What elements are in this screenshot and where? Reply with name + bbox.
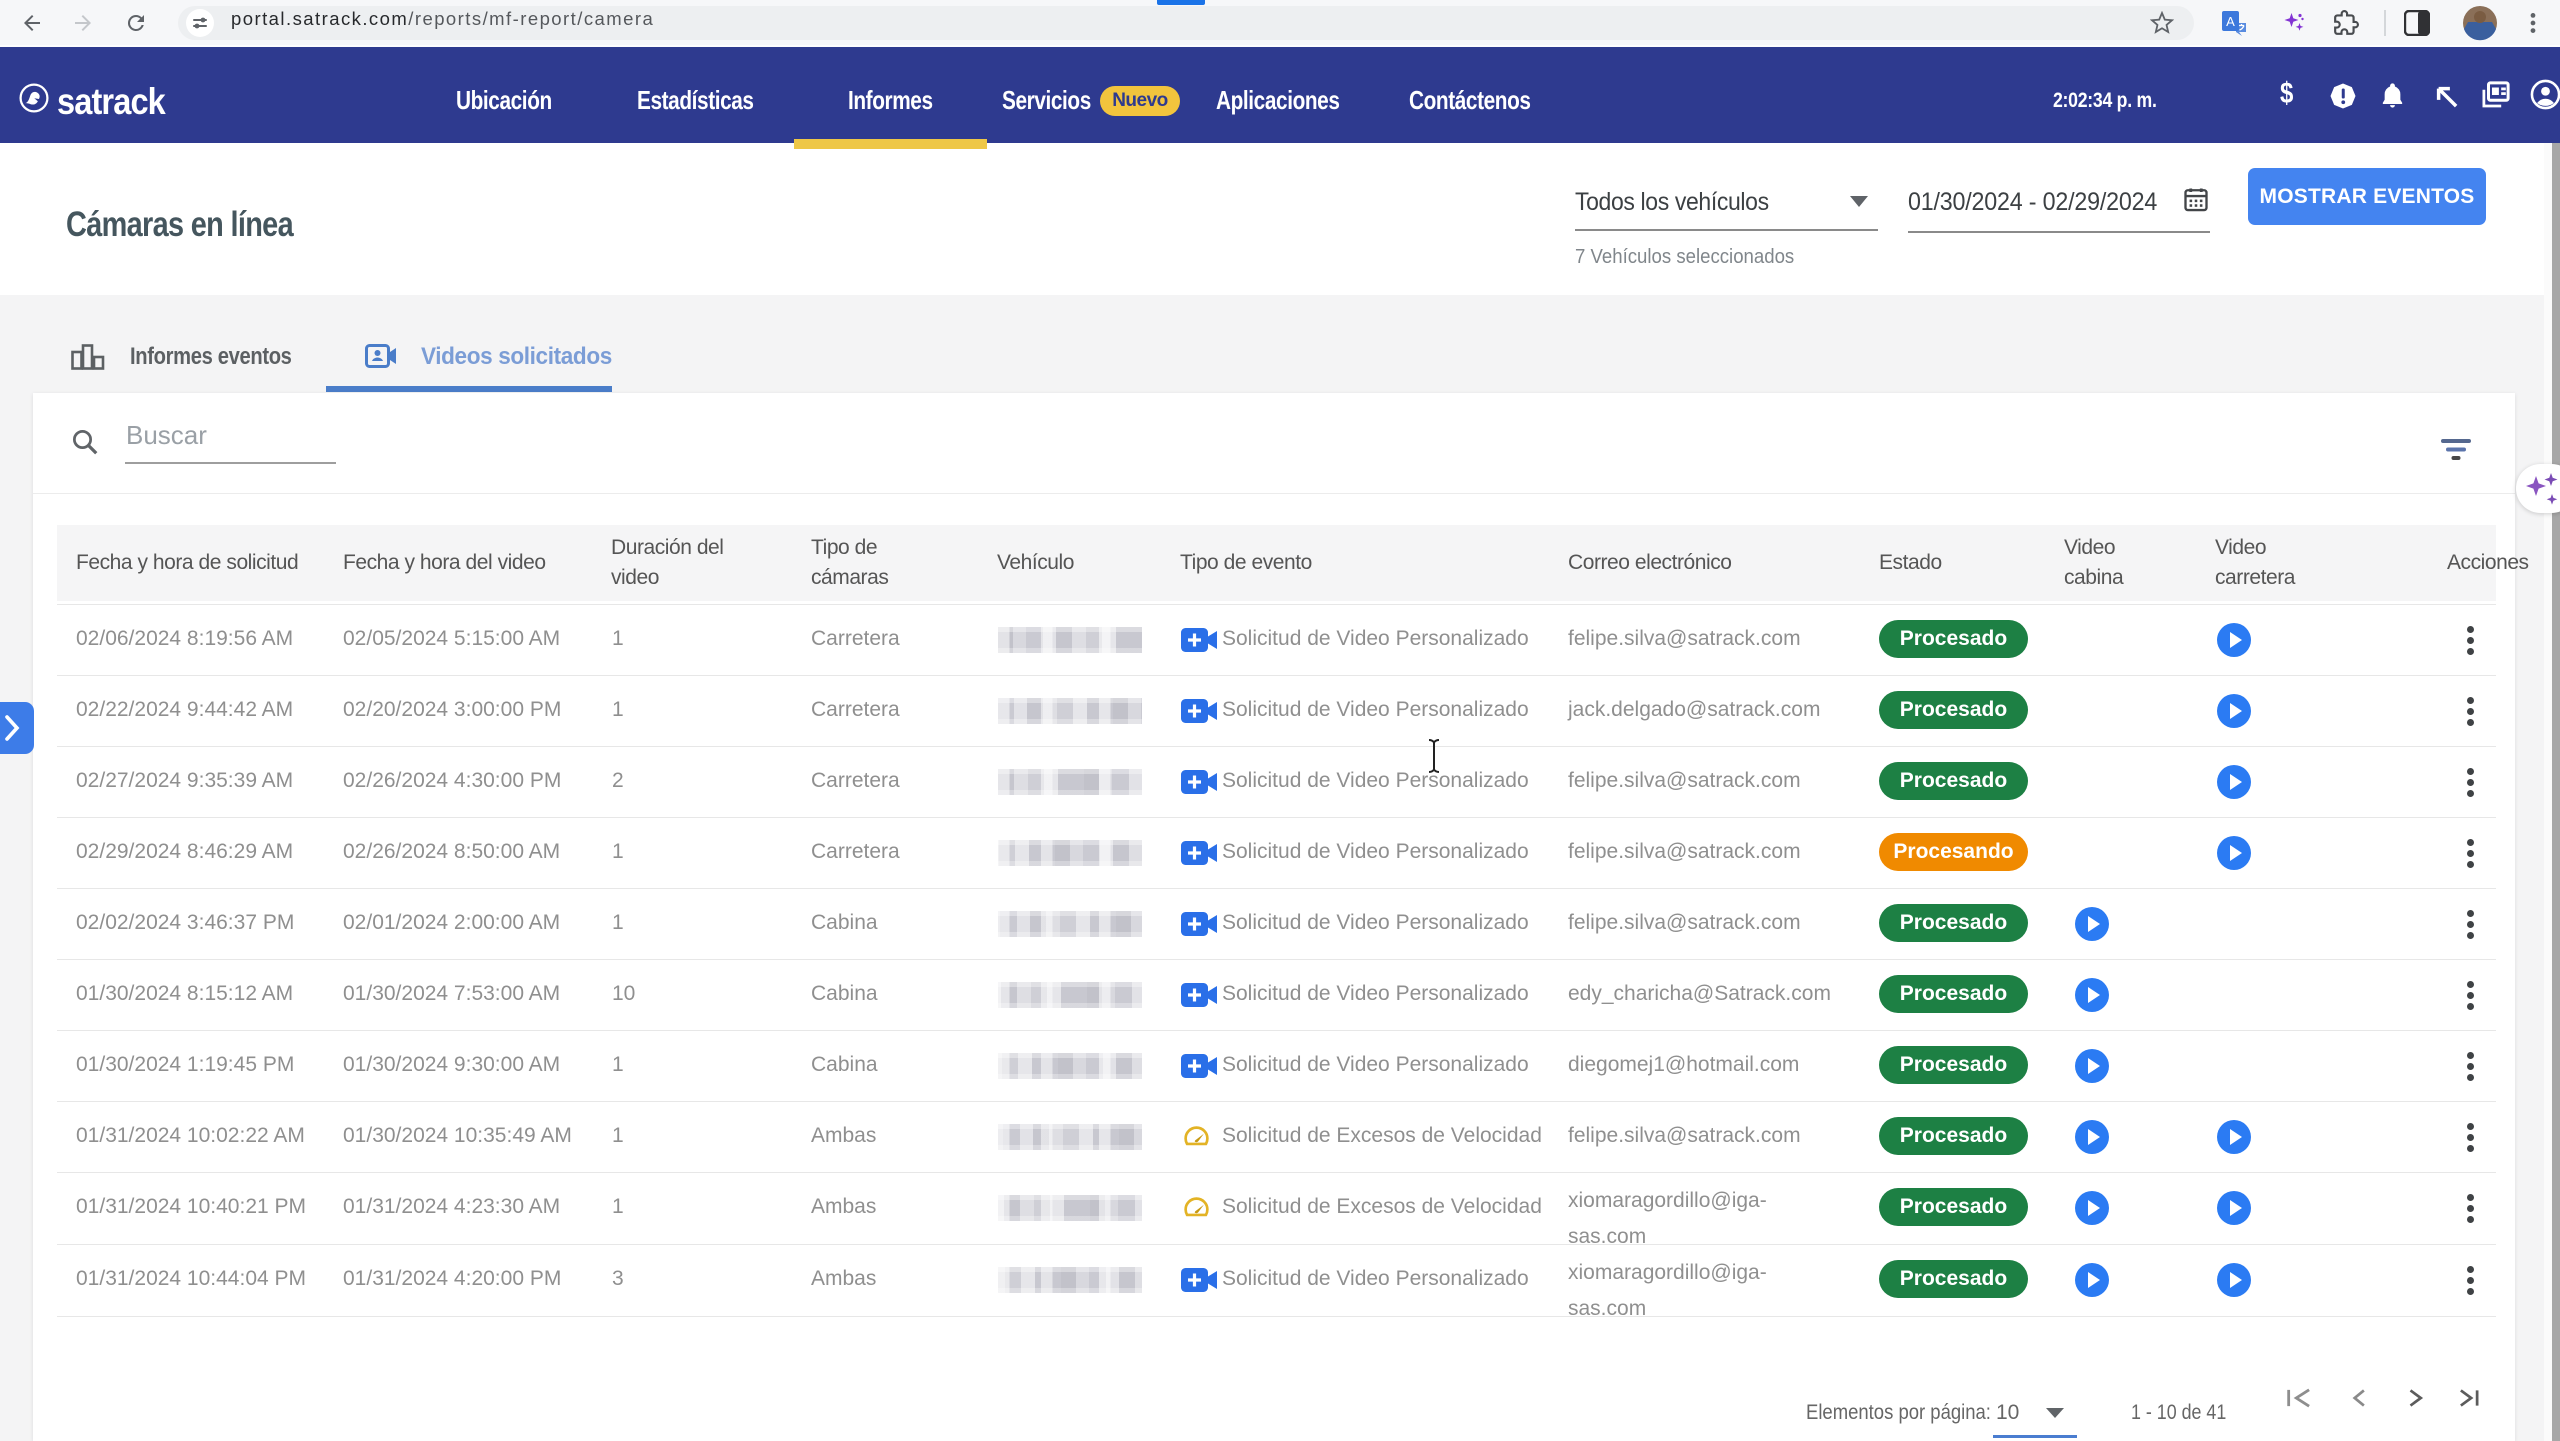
svg-text:A: A [2226, 14, 2235, 29]
